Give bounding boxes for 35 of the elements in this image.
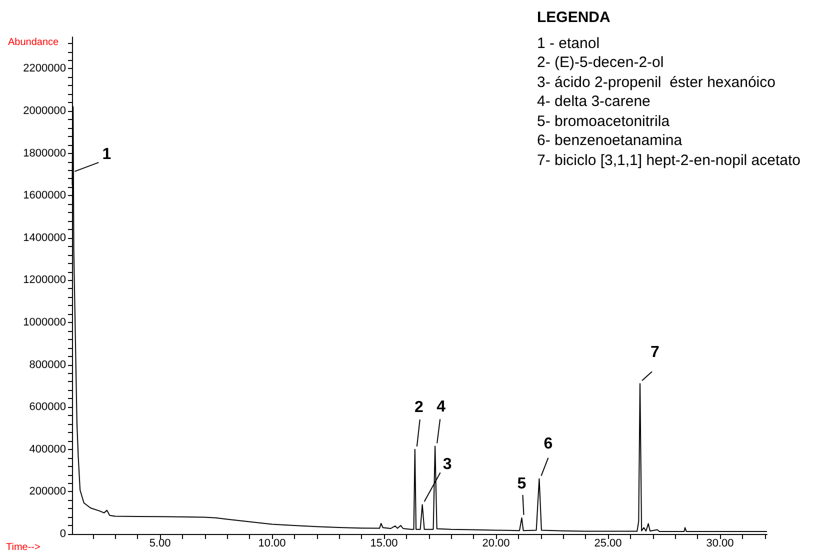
y-tick-label: 1400000 [23, 232, 66, 244]
annotation: 4- delta 3-carene [537, 92, 652, 112]
annotation: 3 [442, 456, 452, 474]
x-tick-label: 10.00 [258, 538, 286, 550]
x-tick-label: 20.00 [482, 538, 510, 550]
y-tick-label: 800000 [29, 358, 66, 371]
y-tick-label: 400000 [29, 443, 66, 456]
annotation: 4 [436, 398, 446, 416]
annotation: 5 [517, 475, 526, 492]
y-tick-label: 600000 [29, 401, 66, 414]
annotation: 7 [650, 344, 660, 362]
annotation: 6 [544, 435, 553, 452]
y-tick-label: 2200000 [23, 62, 66, 75]
annotation: 2- (E)-5-decen-2-ol [537, 53, 665, 72]
annotation: 5- bromoacetonitrila [537, 112, 671, 131]
y-tick-label: 2000000 [23, 105, 66, 118]
y-tick-label: 1600000 [23, 190, 66, 202]
annotation: 1 - etanol [537, 34, 601, 53]
x-axis-title: Time--> [6, 542, 40, 553]
y-tick-label: 1200000 [23, 274, 66, 286]
y-axis-title: Abundance [8, 37, 59, 48]
y-tick-label: 1000000 [23, 316, 66, 329]
legend-title: LEGENDA [537, 8, 612, 28]
y-tick-label: 1800000 [23, 147, 66, 160]
y-tick-label: 200000 [29, 486, 66, 498]
x-tick-label: 15.00 [370, 538, 398, 550]
x-tick-label: 25.00 [594, 538, 622, 550]
annotation: 3- ácido 2-propenil éster hexanóico [537, 72, 776, 92]
x-tick-label: 30.00 [706, 538, 734, 550]
annotation: 2 [414, 398, 424, 416]
y-tick-label: 0 [60, 528, 66, 540]
annotation: 1 [102, 146, 112, 163]
annotation: 6- benzenoetanamina [537, 131, 684, 150]
x-tick-label: 5.00 [149, 538, 171, 550]
annotation: 7- biciclo [3,1,1] hept-2-en-nopil acetato [537, 150, 802, 170]
